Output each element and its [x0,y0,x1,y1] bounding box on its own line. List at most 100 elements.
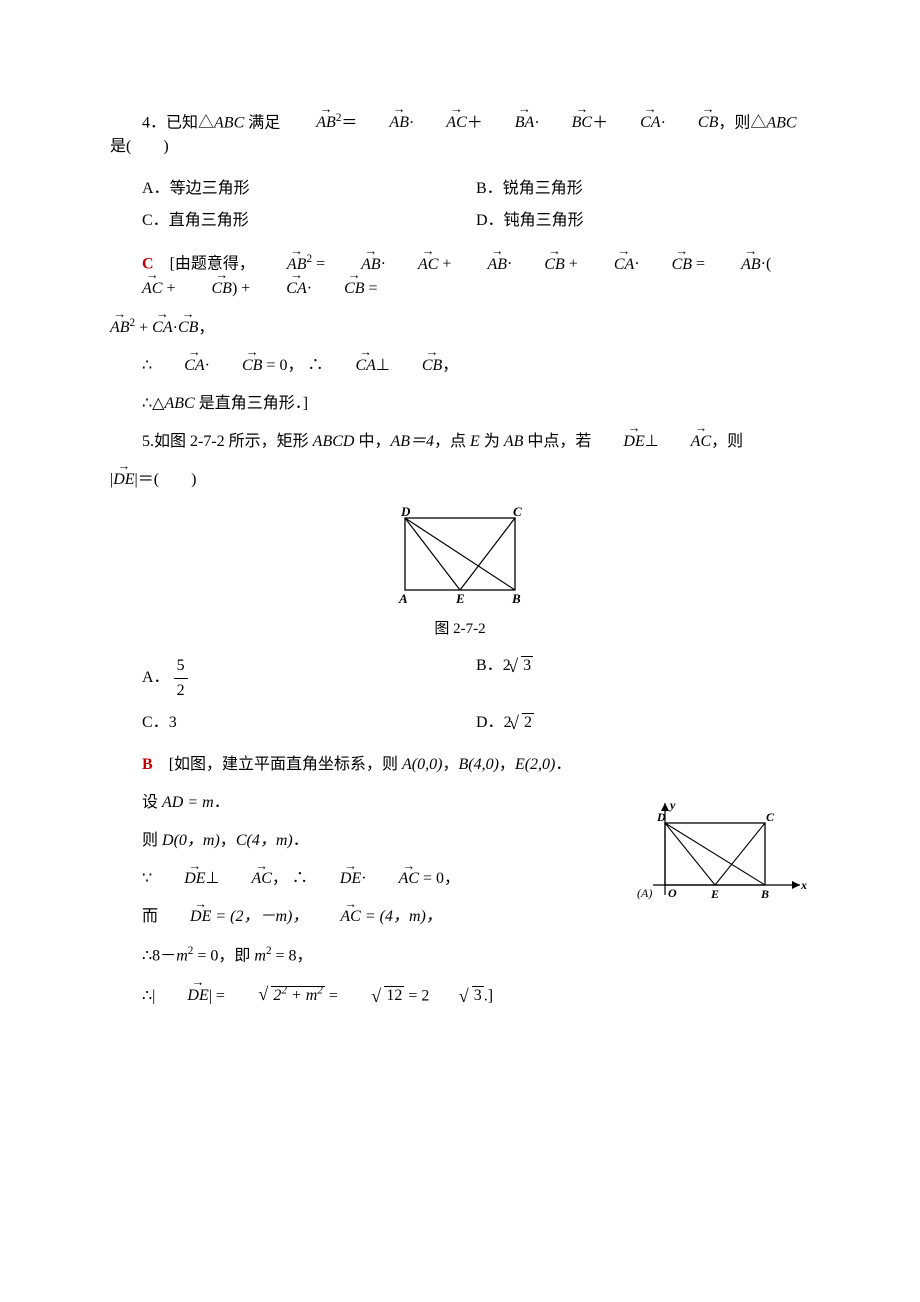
q5-de: DE [623,433,644,450]
q5-sol-l6: ∴8－m2 = 0，即 m2 = 8， [110,943,810,968]
q5-ACval: = (4，m)， [361,908,442,925]
q4-solution-l2: ∴CA·CB = 0， ∴CA⊥CB， [110,354,810,378]
q4-optD-label: D． [476,212,504,229]
q4-sol-l4a: ∴△ [142,395,164,412]
rectangle-diagram: D C A E B [395,506,525,606]
q5-s6a: ∴| [142,987,155,1004]
q5-optC-text: 3 [169,714,177,731]
q5-s2-pre: 则 [142,832,162,849]
q5-s6-de: DE [187,987,208,1004]
q4-optA-label: A． [142,180,170,197]
q4-sol-l3c: ， [442,357,458,374]
q5-stem-a: 如图 2-7-2 所示，矩形 [154,433,313,450]
q4-tri2: ABC [766,114,796,131]
svg-text:C: C [513,506,522,519]
q5-optD: D．22 [476,711,810,735]
svg-text:A: A [398,591,408,606]
q5-s6-r3: 3 [472,986,484,1004]
q4-mid: 满足 [244,114,284,131]
q5-figure-1: D C A E B [110,506,810,614]
q5-figure-2: y x D C (A) O E B [635,795,810,921]
q4-optD: D．钝角三角形 [476,209,810,233]
q4-optC: C．直角三角形 [142,209,476,233]
q5-stem-b: 中， [354,433,390,450]
svg-text:O: O [668,886,677,900]
q4-optB-text: 锐角三角形 [503,180,583,197]
q5-Apt: A(0,0) [402,756,442,773]
q5-ACvec: AC [340,908,360,925]
q5-optD-rad: 2 [522,713,534,731]
q4-stem-pre: 已知△ [166,114,214,131]
q5-optB: B．23 [476,654,810,703]
q4-solution-l1: C [由题意得，AB2 = AB·AC + AB·CB + CA·CB = AB… [110,251,810,300]
q4-optB: B．锐角三角形 [476,177,810,201]
q4-options: A．等边三角形 B．锐角三角形 C．直角三角形 D．钝角三角形 [110,173,810,237]
q5-s6e: .] [484,987,493,1004]
q4-optC-label: C． [142,212,169,229]
q5-Bpt: B(4,0) [458,756,498,773]
q5-Cpt: C(4，m) [236,832,293,849]
coord-diagram: y x D C (A) O E B [635,795,810,913]
svg-text:x: x [800,878,807,892]
q5-s6-r2: 12 [384,986,404,1004]
q5-E: E [470,433,480,450]
q5-s3c: = 0， [419,870,460,887]
q5-Dpt: D(0，m) [162,832,220,849]
q5-stem: 5.如图 2-7-2 所示，矩形 ABCD 中，AB＝4，点 E 为 AB 中点… [110,430,810,454]
q5-s1-pre: 设 [142,794,162,811]
q5-s6d: = 2 [404,987,429,1004]
q5-sol-open: [如图，建立平面直角坐标系，则 [169,756,402,773]
q5-options: A． 52 B．23 C．3 D． 2 2 [110,650,810,739]
svg-text:y: y [668,798,676,812]
q5-optB-label: B． [476,657,503,674]
q4-optD-text: 钝角三角形 [504,212,584,229]
q5-s5d: = 8， [272,948,313,965]
svg-text:D: D [400,506,411,519]
q5-s5c: = 0，即 [193,948,254,965]
q5-sol-open-end: ． [555,756,571,773]
q4-optB-label: B． [476,180,503,197]
svg-text:B: B [511,591,521,606]
q5-s2-end: ． [293,832,309,849]
q4-solution-l1b: AB2 + CA·CB， [110,315,810,340]
q5-stem-2: |DE|＝( ) [110,468,810,492]
q5-sol-l7: ∴|DE| = 22 + m2 = 12 = 23.] [110,983,810,1008]
svg-text:(A): (A) [637,886,652,900]
q4-solution-l3: ∴△ABC 是直角三角形．] [110,392,810,416]
q5-optD-label: D． [476,714,504,731]
q5-s4a: 而 [142,908,158,925]
q4-sol-l3b: = 0， ∴ [262,357,323,374]
q5-optA: A． 52 [142,654,476,703]
q5-s5a: ∴8－ [142,948,176,965]
q4-number: 4． [142,114,166,131]
svg-text:B: B [760,887,769,901]
svg-text:E: E [455,591,465,606]
q5-stem-g: ＝( ) [138,471,197,488]
svg-text:E: E [710,887,719,901]
q4-optC-text: 直角三角形 [169,212,249,229]
q5-sol-l1: B [如图，建立平面直角坐标系，则 A(0,0)，B(4,0)，E(2,0)． [110,753,810,777]
svg-text:D: D [656,810,666,824]
q5-optC: C．3 [142,711,476,735]
q5-ac: AC [691,433,711,450]
q5-optA-den: 2 [174,678,188,703]
q4-optA: A．等边三角形 [142,177,476,201]
q4-sol-l4b: 是直角三角形．] [195,395,308,412]
q5-stem-f: ，则 [711,433,743,450]
q5-rect: ABCD [313,433,355,450]
q5-stem-d: 为 [480,433,504,450]
q5-Ept: E(2,0) [515,756,555,773]
q5-AB: AB [504,433,524,450]
q5-abeq: AB＝4 [390,433,434,450]
q5-s1: AD = m [162,794,214,811]
q4-optA-text: 等边三角形 [170,180,250,197]
q4-tri: ABC [214,114,244,131]
q5-s1-end: ． [214,794,230,811]
q4-post: ，则△ [718,114,766,131]
q4-sol-l3a: ∴ [142,357,152,374]
q5-optA-num: 5 [174,654,188,678]
q5-s5-m: m [176,948,188,965]
q5-optB-rad: 3 [521,656,533,674]
q5-stem-e: 中点，若 [523,433,591,450]
q5-figcap: 图 2-7-2 [110,618,810,641]
